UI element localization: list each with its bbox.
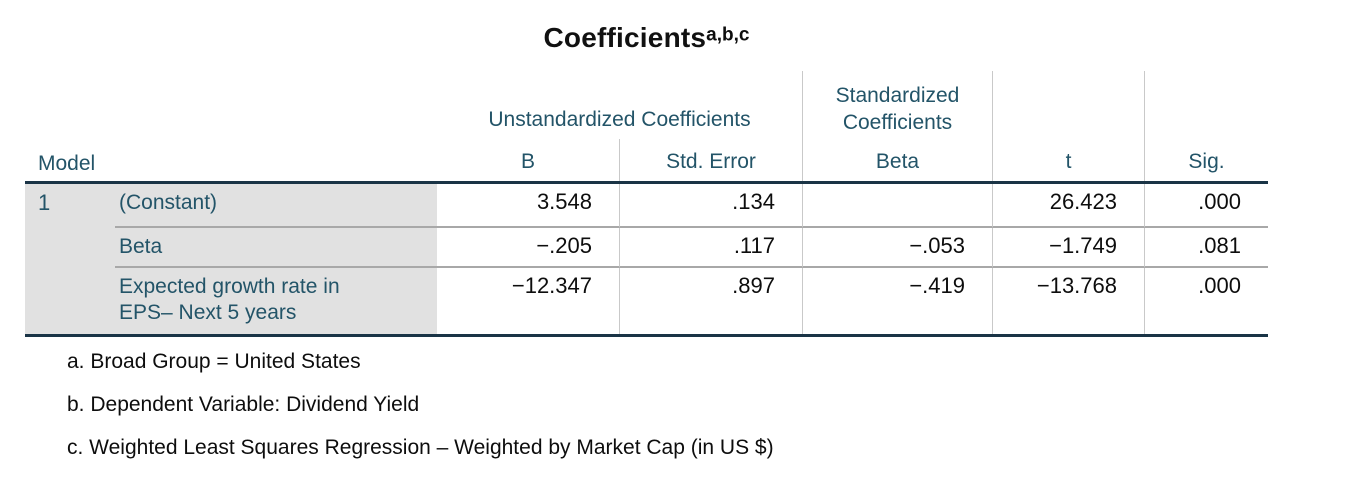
cell-beta: −.419 bbox=[803, 268, 993, 334]
col-header-t: t bbox=[993, 139, 1145, 181]
footnote-c: c. Weighted Least Squares Regression – W… bbox=[67, 436, 774, 459]
footnote-a: a. Broad Group = United States bbox=[67, 350, 361, 373]
col-header-model: Model bbox=[38, 152, 96, 175]
cell-b: 3.548 bbox=[437, 184, 620, 228]
row-label: Beta bbox=[115, 228, 437, 268]
footnotes: a. Broad Group = United States b. Depend… bbox=[67, 350, 1364, 460]
header-spacer bbox=[25, 71, 437, 139]
cell-t: −13.768 bbox=[993, 268, 1145, 334]
col-header-beta: Beta bbox=[803, 139, 993, 181]
cell-t: −1.749 bbox=[993, 228, 1145, 268]
row-label: (Constant) bbox=[115, 184, 437, 228]
cell-std-error: .897 bbox=[620, 268, 803, 334]
footnote-b: b. Dependent Variable: Dividend Yield bbox=[67, 393, 420, 416]
col-header-std-error: Std. Error bbox=[620, 139, 803, 181]
cell-beta: −.053 bbox=[803, 228, 993, 268]
cell-sig: .081 bbox=[1145, 228, 1268, 268]
coefficients-table: Unstandardized Coefficients Standardized… bbox=[25, 71, 1268, 337]
cell-sig: .000 bbox=[1145, 184, 1268, 228]
cell-sig: .000 bbox=[1145, 268, 1268, 334]
table-header: Unstandardized Coefficients Standardized… bbox=[25, 71, 1268, 184]
cell-beta bbox=[803, 184, 993, 228]
col-group-unstandardized: Unstandardized Coefficients bbox=[437, 71, 803, 139]
col-group-standardized: Standardized Coefficients bbox=[803, 71, 993, 139]
col-header-sig: Sig. bbox=[1188, 150, 1225, 173]
header-spacer-sig bbox=[1145, 71, 1268, 139]
table-body: 1 (Constant) 3.548 .134 26.423 .000 Beta… bbox=[25, 184, 1268, 337]
table-title: Coefficients bbox=[543, 22, 707, 53]
cell-std-error: .117 bbox=[620, 228, 803, 268]
row-label: Expected growth rate in EPS– Next 5 year… bbox=[115, 268, 437, 334]
cell-std-error: .134 bbox=[620, 184, 803, 228]
table-title-footnote-marks: a,b,c bbox=[706, 24, 750, 46]
cell-b: −.205 bbox=[437, 228, 620, 268]
header-spacer-t bbox=[993, 71, 1145, 139]
cell-t: 26.423 bbox=[993, 184, 1145, 228]
model-number-cell: 1 bbox=[25, 184, 115, 334]
table-title-wrap: Coefficientsa,b,c bbox=[25, 22, 1268, 54]
col-header-b: B bbox=[437, 139, 620, 181]
cell-b: −12.347 bbox=[437, 268, 620, 334]
